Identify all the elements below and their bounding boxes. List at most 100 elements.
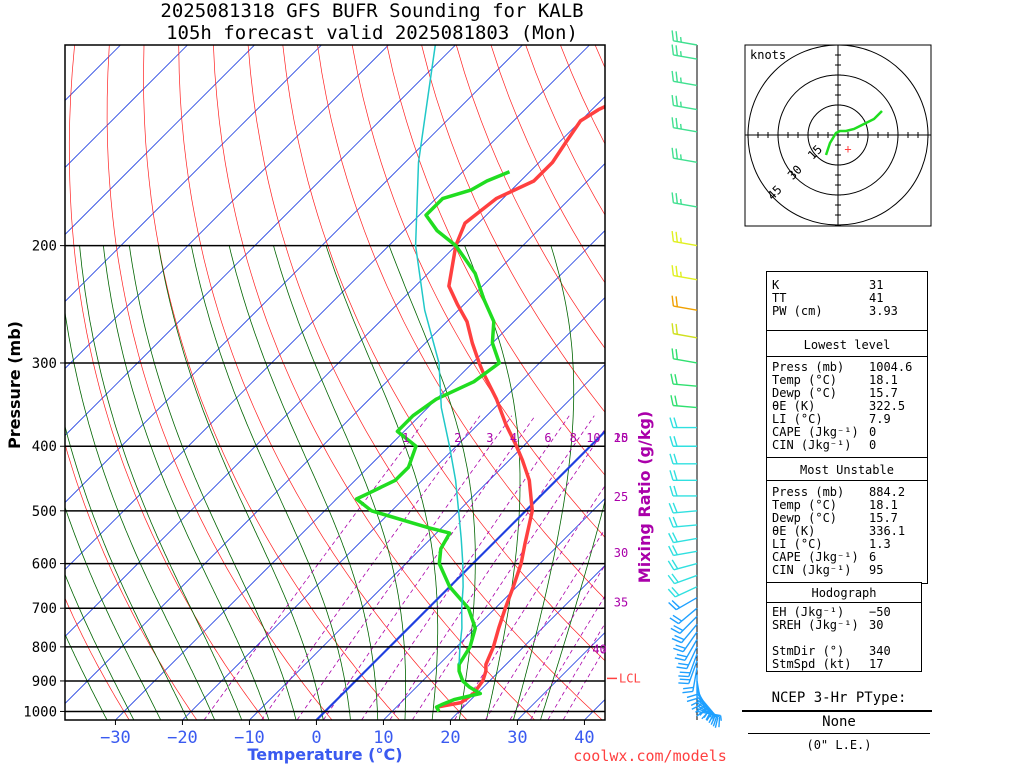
- wind-barb-flag: [674, 634, 685, 641]
- wind-barb-flag: [679, 123, 682, 130]
- wind-barb-flag: [679, 36, 682, 43]
- stat-label: LI (°C): [772, 412, 823, 426]
- stat-label: CIN (Jkg⁻¹): [772, 563, 852, 577]
- mixing-ratio-value: 40: [592, 643, 606, 657]
- wind-barb-flag: [670, 627, 681, 634]
- wind-barb-flag: [708, 713, 715, 724]
- mixing-ratio-line: [547, 622, 605, 720]
- wind-barb-flag: [668, 602, 677, 611]
- dry-adiabat-line: [65, 442, 198, 720]
- pressure-tick-label: 1000: [23, 704, 57, 720]
- mixing-ratio-line: [411, 428, 605, 720]
- mixing-ratio-value: 15: [614, 431, 628, 445]
- wind-barb-flag: [706, 711, 714, 722]
- mixing-ratio-line: [509, 564, 605, 720]
- wind-barb-flag: [669, 470, 674, 481]
- isotherm-line: [181, 296, 605, 720]
- watermark: coolwx.com/models: [573, 747, 727, 765]
- pressure-tick-label: 700: [32, 601, 57, 617]
- mixing-ratio-value: 6: [544, 431, 551, 445]
- pressure-tick-label: 200: [32, 239, 57, 255]
- wind-barb-flag: [679, 51, 682, 57]
- mixing-ratio-line: [261, 415, 481, 720]
- wind-barb-flag: [695, 705, 705, 713]
- mixing-ratio-value: 30: [614, 546, 628, 560]
- divider: [767, 480, 927, 481]
- stat-label: Press (mb): [772, 485, 845, 499]
- stat-value: 18.1: [869, 373, 898, 387]
- isotherm-line: [65, 45, 323, 303]
- wind-barb-flag: [671, 573, 679, 583]
- dry-adiabat-line: [213, 45, 536, 720]
- wind-barb-flag: [691, 703, 702, 710]
- wind-barb-flag: [671, 231, 675, 242]
- wind-barb-flag: [673, 470, 678, 481]
- dry-adiabat-line: [106, 45, 333, 720]
- wind-barb-flag: [679, 671, 691, 674]
- wind-barb-flag: [675, 231, 678, 243]
- wind-barb-flag: [679, 237, 682, 243]
- temperature-profile: [434, 104, 605, 713]
- wind-barb-flag: [671, 30, 675, 41]
- isotherm-line: [65, 162, 605, 705]
- stat-label: CAPE (Jkg⁻¹): [772, 550, 859, 564]
- stat-label: Temp (°C): [772, 373, 838, 387]
- wind-barb-flag: [673, 436, 678, 447]
- wind-barb: [673, 104, 698, 111]
- mixing-ratio-line: [389, 415, 595, 720]
- stat-label: SREH (Jkg⁻¹): [772, 618, 859, 632]
- stat-label: Temp (°C): [772, 498, 838, 512]
- wind-barb-flag: [682, 690, 693, 694]
- stat-value: 3.93: [869, 304, 898, 318]
- isotherm-line: [114, 229, 605, 720]
- stat-value: 340: [869, 644, 891, 658]
- mixing-ratio-value: 8: [570, 431, 577, 445]
- temperature-tick-label: 10: [373, 728, 393, 748]
- stat-value: 41: [869, 291, 884, 305]
- wind-barb-flag: [674, 657, 686, 661]
- wind-barb-flag: [671, 532, 678, 543]
- stat-label: θE (K): [772, 524, 816, 538]
- isotherm-line: [382, 497, 605, 720]
- mixing-ratio-line: [562, 647, 605, 720]
- dry-adiabat-line: [351, 45, 605, 538]
- x-axis-title: Temperature (°C): [247, 745, 402, 764]
- moist-adiabat-line: [129, 245, 297, 720]
- mixing-ratio-line: [454, 485, 605, 720]
- wind-barb-flag: [712, 716, 718, 727]
- isotherm-line: [65, 45, 189, 169]
- wind-barb-flag: [675, 349, 678, 360]
- dry-adiabat-line: [282, 45, 605, 662]
- wind-barb-flag: [671, 600, 681, 609]
- isotherm-line: [65, 45, 390, 370]
- stat-label: EH (Jkg⁻¹): [772, 605, 845, 619]
- wind-barb: [673, 562, 698, 571]
- wind-barb-flag: [675, 644, 686, 650]
- dry-adiabat-line: [65, 597, 130, 720]
- temperature-tick-label: 30: [507, 728, 527, 748]
- ptype-title: NCEP 3-Hr PType:: [771, 690, 907, 706]
- wind-barb-flag: [675, 323, 678, 335]
- wind-barb-flag: [675, 193, 678, 204]
- dry-adiabat-line: [143, 45, 400, 720]
- wind-barb: [673, 537, 698, 544]
- wind-barb-flag: [673, 485, 678, 497]
- wind-barb-flag: [669, 617, 679, 625]
- wind-barb: [686, 646, 698, 669]
- plot-frame: [64, 44, 606, 721]
- stat-label: Press (mb): [772, 360, 845, 374]
- stat-value: 336.1: [869, 524, 906, 538]
- storm-motion-marker: +: [844, 142, 851, 156]
- most-unstable-panel: Most Unstable Press (mb) 884.2 Temp (°C) 18…: [766, 457, 928, 584]
- stat-label: CIN (Jkg⁻¹): [772, 438, 852, 452]
- isotherm-line: [0, 30, 1, 725]
- wind-barb-flag: [690, 700, 701, 706]
- wind-barb-flag: [675, 148, 678, 159]
- isotherm-line: [65, 95, 605, 638]
- y-axis-title: Pressure (mb): [5, 321, 24, 449]
- divider: [767, 330, 927, 331]
- moist-adiabat-line: [158, 245, 324, 720]
- reference-lines: [0, 30, 605, 725]
